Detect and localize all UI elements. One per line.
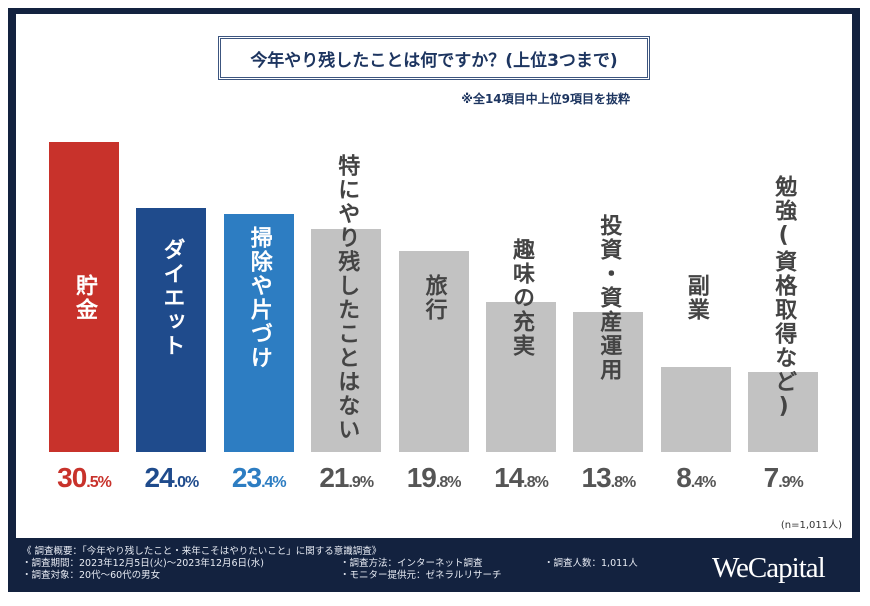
bar-category-label: 勉強(資格取得など) bbox=[771, 175, 797, 421]
bar-category-label: 貯金 bbox=[72, 274, 97, 322]
bar bbox=[136, 208, 207, 452]
bar-category-label: 投資・資産運用 bbox=[596, 214, 622, 382]
survey-period: ・調査期間：2023年12月5日(火)～2023年12月6日(水) bbox=[22, 558, 264, 569]
survey-target: ・調査対象：20代～60代の男女 bbox=[22, 570, 161, 581]
wecapital-logo: WeCapital bbox=[712, 552, 826, 584]
survey-method: ・調査方法：インターネット調査 bbox=[340, 558, 483, 569]
footer-col-2: ・調査方法：インターネット調査 ・モニター提供元：ゼネラルリサーチ bbox=[340, 558, 502, 582]
bar-value-label: 23.4% bbox=[231, 462, 287, 493]
bar bbox=[311, 229, 382, 452]
bar-category-label: 特にやり残したことはない bbox=[334, 154, 360, 442]
sample-size-note: (n=1,011人) bbox=[780, 520, 842, 531]
survey-provider: ・モニター提供元：ゼネラルリサーチ bbox=[340, 570, 502, 581]
survey-count: ・調査人数：1,011人 bbox=[544, 558, 638, 569]
bar bbox=[573, 311, 644, 452]
bar-category-label: 旅行 bbox=[421, 274, 447, 322]
bar-value-label: 7.9% bbox=[763, 462, 804, 493]
bar-value-label: 24.0% bbox=[144, 462, 200, 493]
chart-title-text: 今年やり残したことは何ですか？(上位3つまで) bbox=[250, 50, 618, 71]
bar-value-label: 30.5% bbox=[57, 462, 112, 493]
footer-col-3: ・調査人数：1,011人 bbox=[544, 558, 638, 570]
bar-value-label: 13.8% bbox=[581, 462, 637, 493]
bar bbox=[660, 366, 731, 452]
survey-heading: 《 調査概要：「今年やり残したこと・来年こそはやりたいこと」に関する意識調査》 bbox=[22, 546, 382, 557]
bar bbox=[398, 250, 469, 452]
bar bbox=[748, 371, 819, 452]
bar-value-label: 14.8% bbox=[494, 462, 549, 493]
bar bbox=[223, 214, 294, 452]
bar bbox=[49, 142, 119, 452]
bar-category-label: 副業 bbox=[683, 274, 709, 322]
bar-category-label: 掃除や片づけ bbox=[246, 226, 272, 370]
chart-subtitle: ※全14項目中上位9項目を抜粋 bbox=[461, 92, 630, 106]
footer-col-1: ・調査期間：2023年12月5日(火)～2023年12月6日(水) ・調査対象：… bbox=[22, 558, 264, 582]
bar-category-label: ダイエット bbox=[159, 238, 185, 358]
bar bbox=[486, 301, 556, 452]
bar-category-label: 趣味の充実 bbox=[509, 238, 534, 358]
survey-footer: 《 調査概要：「今年やり残したこと・来年こそはやりたいこと」に関する意識調査》 … bbox=[22, 546, 638, 581]
chart-title: 今年やり残したことは何ですか？(上位3つまで) bbox=[218, 36, 650, 80]
bar-value-label: 8.4% bbox=[676, 462, 716, 493]
bar-value-label: 21.9% bbox=[319, 462, 374, 493]
bar-value-label: 19.8% bbox=[406, 462, 462, 493]
